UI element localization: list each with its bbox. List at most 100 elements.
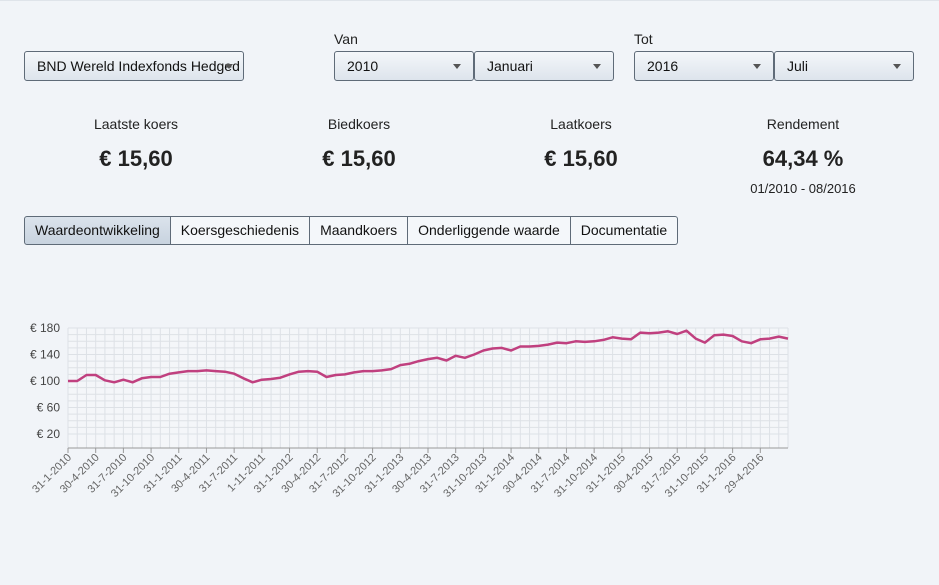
data-point <box>426 357 430 361</box>
chevron-down-icon <box>593 64 601 69</box>
data-point <box>629 337 633 341</box>
data-point <box>528 345 532 349</box>
data-point <box>260 378 264 382</box>
data-point <box>223 370 227 374</box>
y-tick-label: € 180 <box>30 321 60 335</box>
data-point <box>731 334 735 338</box>
data-point <box>131 380 135 384</box>
tab-maandkoers[interactable]: Maandkoers <box>310 216 409 245</box>
y-tick-label: € 100 <box>30 374 60 388</box>
data-point <box>324 375 328 379</box>
data-point <box>500 346 504 350</box>
data-point <box>269 377 273 381</box>
data-point <box>749 341 753 345</box>
y-tick-label: € 140 <box>30 348 60 362</box>
data-point <box>601 338 605 342</box>
stat-label-return: Rendement <box>766 116 840 132</box>
stat-value-return: 64,34 % <box>762 146 844 171</box>
data-point <box>435 356 439 360</box>
data-point <box>555 341 559 345</box>
data-point <box>297 370 301 374</box>
data-point <box>472 353 476 357</box>
data-point <box>177 370 181 374</box>
data-point <box>666 329 670 333</box>
data-point <box>620 337 624 341</box>
data-point <box>241 376 245 380</box>
stat-return-period: 01/2010 - 08/2016 <box>750 181 856 196</box>
tab-bar: Waardeontwikkeling Koersgeschiedenis Maa… <box>24 216 679 245</box>
from-month-select[interactable]: Januari <box>474 51 614 81</box>
data-point <box>592 339 596 343</box>
data-point <box>694 337 698 341</box>
y-tick-label: € 20 <box>37 427 61 441</box>
stat-value-last-price: € 15,60 <box>99 146 173 171</box>
data-point <box>417 359 421 363</box>
data-point <box>703 341 707 345</box>
tab-koersgeschiedenis[interactable]: Koersgeschiedenis <box>170 216 311 245</box>
data-point <box>675 332 679 336</box>
data-point <box>768 337 772 341</box>
data-point <box>684 329 688 333</box>
fund-select[interactable]: BND Wereld Indexfonds Hedged <box>24 51 244 81</box>
y-tick-label: € 60 <box>37 401 61 415</box>
data-point <box>121 378 125 382</box>
data-point <box>103 378 107 382</box>
tab-documentatie[interactable]: Documentatie <box>570 216 679 245</box>
data-point <box>361 369 365 373</box>
tab-onderliggende-waarde[interactable]: Onderliggende waarde <box>408 216 571 245</box>
from-year-value: 2010 <box>347 58 379 74</box>
data-point <box>509 349 513 353</box>
data-point <box>721 333 725 337</box>
data-point <box>84 373 88 377</box>
to-year-value: 2016 <box>647 58 679 74</box>
data-point <box>158 375 162 379</box>
data-point <box>232 372 236 376</box>
data-point <box>611 335 615 339</box>
data-point <box>186 369 190 373</box>
tab-waardeontwikkeling[interactable]: Waardeontwikkeling <box>24 216 171 245</box>
from-label: Van <box>334 31 358 47</box>
from-year-select[interactable]: 2010 <box>334 51 474 81</box>
from-month-value: Januari <box>487 58 533 74</box>
data-point <box>638 331 642 335</box>
data-point <box>380 368 384 372</box>
data-point <box>574 339 578 343</box>
data-point <box>306 369 310 373</box>
data-point <box>491 347 495 351</box>
stat-value-bid-price: € 15,60 <box>322 146 396 171</box>
value-chart: € 20€ 60€ 100€ 140€ 18031-1-201030-4-201… <box>30 321 790 500</box>
stat-label-bid-price: Biedkoers <box>327 116 391 132</box>
data-point <box>444 358 448 362</box>
data-point <box>564 341 568 345</box>
data-point <box>546 343 550 347</box>
data-point <box>583 340 587 344</box>
data-point <box>214 369 218 373</box>
data-point <box>481 349 485 353</box>
data-point <box>518 345 522 349</box>
data-point <box>140 376 144 380</box>
data-point <box>195 369 199 373</box>
to-label: Tot <box>634 31 653 47</box>
to-year-select[interactable]: 2016 <box>634 51 774 81</box>
data-point <box>352 370 356 374</box>
chevron-down-icon <box>453 64 461 69</box>
data-point <box>786 337 790 341</box>
data-point <box>712 333 716 337</box>
data-point <box>315 370 319 374</box>
chevron-down-icon <box>225 64 233 69</box>
stat-label-last-price: Laatste koers <box>93 116 179 132</box>
stat-value-ask-price: € 15,60 <box>544 146 618 171</box>
data-point <box>758 337 762 341</box>
stat-label-ask-price: Laatkoers <box>550 116 612 132</box>
data-point <box>454 354 458 358</box>
data-point <box>112 380 116 384</box>
to-month-select[interactable]: Juli <box>774 51 914 81</box>
data-point <box>149 375 153 379</box>
data-point <box>288 372 292 376</box>
data-point <box>389 367 393 371</box>
data-point <box>66 379 70 383</box>
data-point <box>537 344 541 348</box>
series-line <box>68 329 789 384</box>
data-point <box>168 372 172 376</box>
